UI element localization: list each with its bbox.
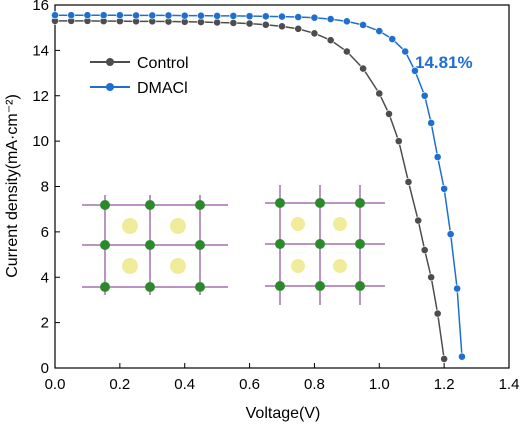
data-point bbox=[359, 64, 367, 73]
data-point bbox=[458, 352, 466, 361]
data-point bbox=[446, 230, 455, 239]
y-tick-label: 10 bbox=[32, 133, 49, 150]
data-point bbox=[310, 29, 319, 38]
data-point bbox=[115, 11, 124, 20]
data-point bbox=[261, 12, 270, 21]
data-point bbox=[440, 355, 449, 363]
data-point bbox=[427, 273, 436, 282]
data-point bbox=[411, 66, 419, 75]
series-line bbox=[55, 14, 463, 357]
data-point bbox=[213, 18, 222, 27]
y-tick-label: 0 bbox=[41, 360, 49, 377]
y-tick-label: 6 bbox=[41, 224, 49, 241]
y-tick-label: 8 bbox=[41, 179, 49, 196]
data-point bbox=[375, 27, 384, 35]
data-point bbox=[401, 47, 410, 56]
data-point bbox=[245, 12, 254, 21]
data-point bbox=[420, 246, 429, 254]
data-point bbox=[294, 13, 303, 21]
data-point bbox=[453, 284, 462, 293]
data-point bbox=[278, 22, 286, 31]
data-point bbox=[433, 309, 442, 318]
data-point bbox=[433, 153, 442, 161]
y-axis-label: Current density(mA·cm⁻²) bbox=[4, 94, 21, 278]
legend-marker bbox=[106, 58, 114, 66]
data-point bbox=[148, 11, 157, 20]
data-point bbox=[420, 91, 429, 100]
data-point bbox=[359, 21, 367, 29]
data-point bbox=[404, 178, 413, 186]
x-tick-label: 1.4 bbox=[499, 376, 520, 393]
data-point bbox=[278, 12, 286, 21]
data-point bbox=[245, 19, 254, 28]
data-point bbox=[261, 20, 270, 29]
data-point bbox=[375, 89, 384, 98]
x-tick-label: 1.0 bbox=[369, 376, 390, 393]
data-point bbox=[229, 19, 238, 27]
data-point bbox=[197, 11, 205, 20]
x-tick-label: 0.4 bbox=[174, 376, 195, 393]
y-tick-label: 4 bbox=[41, 269, 49, 286]
x-tick-label: 0.0 bbox=[45, 376, 66, 393]
data-point bbox=[414, 216, 423, 225]
y-tick-label: 2 bbox=[41, 315, 49, 332]
x-axis-label: Voltage(V) bbox=[246, 405, 321, 422]
annotation: 14.81% bbox=[415, 53, 473, 72]
data-point bbox=[180, 11, 189, 20]
data-point bbox=[83, 11, 92, 20]
data-point bbox=[342, 17, 351, 26]
data-point bbox=[326, 36, 335, 45]
data-point bbox=[388, 35, 397, 43]
data-point bbox=[213, 11, 222, 20]
data-point bbox=[229, 11, 238, 20]
data-point bbox=[342, 47, 351, 56]
x-tick-label: 0.8 bbox=[304, 376, 325, 393]
data-point bbox=[385, 110, 393, 118]
data-point bbox=[427, 119, 436, 127]
y-tick-label: 16 bbox=[32, 0, 49, 14]
y-tick-label: 14 bbox=[32, 42, 49, 59]
data-point bbox=[326, 15, 335, 23]
inset-structures bbox=[82, 185, 385, 305]
x-tick-label: 1.2 bbox=[434, 376, 455, 393]
legend-marker bbox=[106, 83, 114, 91]
data-point bbox=[51, 11, 59, 20]
x-tick-label: 0.6 bbox=[239, 376, 260, 393]
data-point bbox=[310, 13, 319, 22]
series-line bbox=[55, 20, 445, 360]
data-point bbox=[164, 11, 173, 20]
x-tick-label: 0.2 bbox=[109, 376, 130, 393]
y-tick-label: 12 bbox=[32, 88, 49, 105]
legend-label: DMACl bbox=[137, 80, 188, 97]
data-point bbox=[132, 11, 140, 20]
data-point bbox=[394, 137, 403, 146]
legend-label: Control bbox=[137, 55, 189, 72]
data-point bbox=[294, 24, 303, 33]
data-point bbox=[67, 11, 76, 20]
data-point bbox=[440, 184, 449, 193]
data-point bbox=[99, 11, 108, 20]
